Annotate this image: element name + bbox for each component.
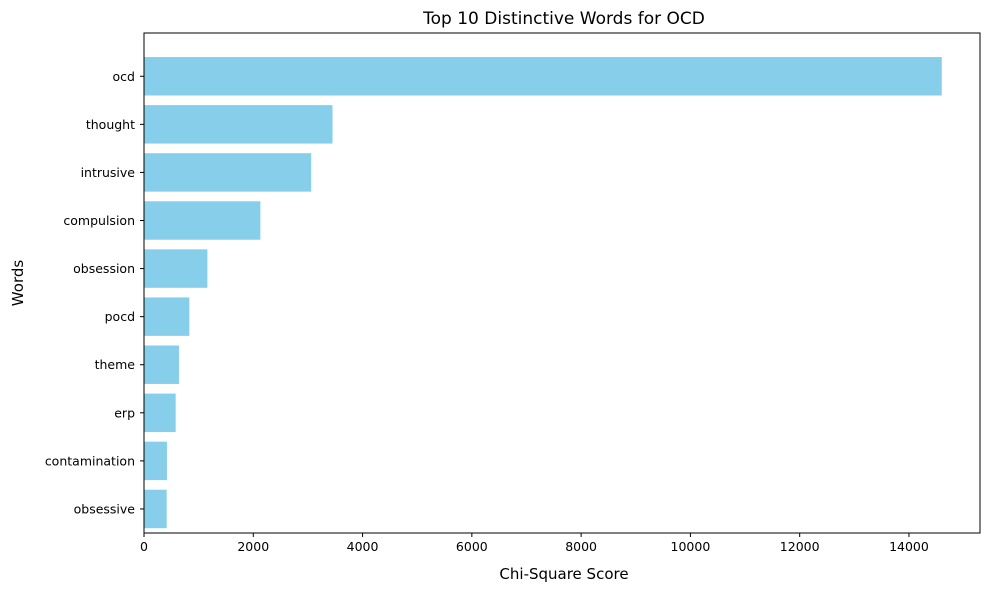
y-tick-label: obsession — [73, 261, 135, 276]
bar-theme — [144, 345, 179, 384]
plot-frame — [143, 32, 981, 534]
y-tick-label: theme — [95, 357, 136, 372]
y-tick-label: pocd — [105, 309, 135, 324]
y-tick-label: compulsion — [63, 213, 135, 228]
bars-group — [144, 57, 942, 529]
bar-contamination — [144, 441, 167, 481]
x-tick-label: 14000 — [889, 539, 929, 554]
chart-title: Top 10 Distinctive Words for OCD — [422, 9, 705, 29]
y-axis-label: Words — [9, 260, 27, 307]
bar-ocd — [144, 57, 942, 96]
y-tick-label: erp — [114, 405, 135, 420]
x-tick-label: 10000 — [671, 539, 711, 554]
y-tick-label: contamination — [45, 453, 135, 468]
y-tick-label: obsessive — [74, 501, 136, 516]
x-tick-label: 0 — [140, 539, 148, 554]
bar-thought — [144, 105, 333, 144]
y-tick-label: intrusive — [81, 165, 136, 180]
x-tick-label: 6000 — [456, 539, 488, 554]
x-tick-label: 2000 — [237, 539, 269, 554]
y-tick-label: thought — [86, 117, 135, 132]
bar-pocd — [144, 297, 190, 336]
bar-compulsion — [144, 201, 261, 240]
x-tick-label: 12000 — [780, 539, 820, 554]
bar-obsessive — [144, 489, 167, 529]
x-axis-label: Chi-Square Score — [499, 565, 628, 583]
y-ticks-group: ocd thought intrusive compulsion obsession po… — [45, 69, 144, 516]
y-tick-label: ocd — [113, 69, 135, 84]
bar-intrusive — [144, 153, 312, 192]
x-tick-label: 4000 — [347, 539, 379, 554]
bar-erp — [144, 393, 176, 433]
x-tick-label: 8000 — [565, 539, 597, 554]
bar-obsession — [144, 249, 208, 288]
x-ticks-group: 0 2000 4000 6000 8000 10000 12000 14000 — [140, 533, 929, 554]
